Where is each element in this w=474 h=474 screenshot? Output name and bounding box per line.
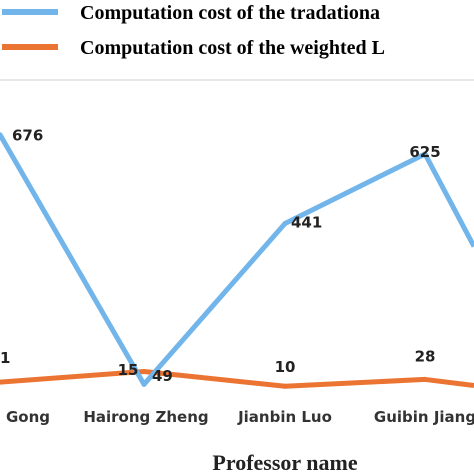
x-axis-tick-labels: g Gong Hairong Zheng Jianbin Luo Guibin Jia… — [0, 408, 474, 426]
series-line-weighted — [0, 368, 474, 389]
plot-area: 676 15 441 625 1 49 10 28 — [0, 127, 474, 389]
data-point-weighted-1 — [141, 368, 147, 374]
legend-label-weighted: Computation cost of the weighted L — [80, 37, 385, 59]
data-label-traditional-0: 676 — [12, 127, 43, 145]
data-label-traditional-2: 441 — [291, 213, 322, 231]
data-label-weighted-0: 1 — [0, 349, 10, 367]
data-point-weighted-3 — [422, 376, 428, 382]
data-label-weighted-1: 49 — [152, 367, 173, 385]
data-point-traditional-2 — [282, 220, 288, 226]
data-point-weighted-0 — [0, 379, 3, 385]
x-tick-label-0: g Gong — [0, 408, 50, 426]
data-label-weighted-2: 10 — [275, 358, 296, 376]
data-label-weighted-3: 28 — [415, 347, 436, 365]
x-tick-label-3: Guibin Jiang — [374, 408, 474, 426]
data-point-traditional-1 — [141, 381, 147, 387]
data-label-traditional-1: 15 — [118, 361, 139, 379]
data-point-traditional-3 — [422, 151, 428, 157]
data-label-traditional-3: 625 — [409, 143, 440, 161]
data-point-weighted-2 — [282, 383, 288, 389]
legend: Computation cost of the tradationa Compu… — [2, 2, 385, 59]
x-axis-title: Professor name — [212, 450, 357, 474]
x-tick-label-2: Jianbin Luo — [237, 408, 332, 426]
data-point-traditional-0 — [0, 132, 3, 138]
x-tick-label-1: Hairong Zheng — [83, 408, 208, 426]
series-line-traditional — [0, 133, 474, 387]
legend-label-traditional: Computation cost of the tradationa — [80, 2, 380, 24]
